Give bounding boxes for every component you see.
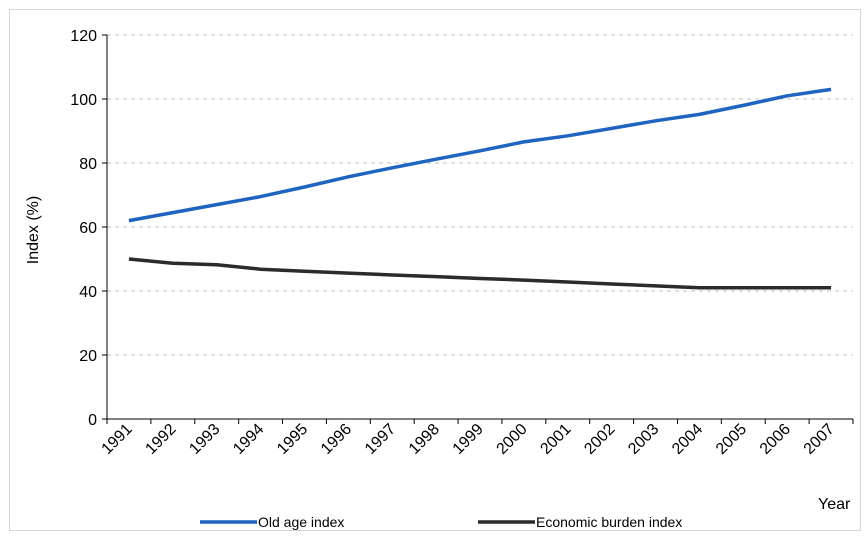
- chart-frame: [9, 9, 861, 531]
- legend-label: Old age index: [258, 514, 344, 530]
- x-tick-label: 1999: [450, 421, 487, 458]
- y-tick-label: 20: [79, 348, 97, 365]
- x-tick-label: 2005: [713, 421, 750, 458]
- x-tick-label: 1991: [99, 421, 136, 458]
- x-tick-label: 2003: [625, 421, 662, 458]
- y-tick-label: 80: [79, 156, 97, 173]
- x-tick-label: 2000: [494, 421, 531, 458]
- x-tick-label: 2004: [669, 421, 706, 458]
- gridlines: [107, 34, 853, 356]
- series-lines: [128, 87, 832, 290]
- y-tick-label: 40: [79, 284, 97, 301]
- x-tick-label: 1996: [318, 421, 355, 458]
- x-tick-label: 1993: [186, 421, 223, 458]
- legend-label: Economic burden index: [536, 514, 682, 530]
- x-tick-label: 2006: [757, 421, 794, 458]
- x-tick-label: 1997: [362, 421, 399, 458]
- x-axis-label: Year: [818, 496, 851, 513]
- y-ticks: 0 20 40 60 80 100 120: [70, 28, 107, 429]
- x-tick-label: 1995: [274, 421, 311, 458]
- y-tick-label: 0: [88, 412, 97, 429]
- y-tick-label: 120: [70, 28, 97, 45]
- series-line-2: [128, 257, 832, 290]
- y-axis-label: Index (%): [25, 196, 42, 264]
- series-line-1: [128, 87, 832, 223]
- x-tick-label: 2002: [581, 421, 618, 458]
- x-tick-label: 1994: [230, 421, 267, 458]
- legend: Old age index Economic burden index: [200, 514, 682, 530]
- x-tick-label: 2001: [537, 421, 574, 458]
- y-tick-label: 100: [70, 92, 97, 109]
- x-tick-label: 1992: [142, 421, 179, 458]
- y-tick-label: 60: [79, 220, 97, 237]
- x-ticks: 1991 1992 1993 1994 1995 1996 1997 1998 1999 2000…: [99, 419, 854, 458]
- x-tick-label: 2007: [801, 421, 838, 458]
- x-tick-label: 1998: [406, 421, 443, 458]
